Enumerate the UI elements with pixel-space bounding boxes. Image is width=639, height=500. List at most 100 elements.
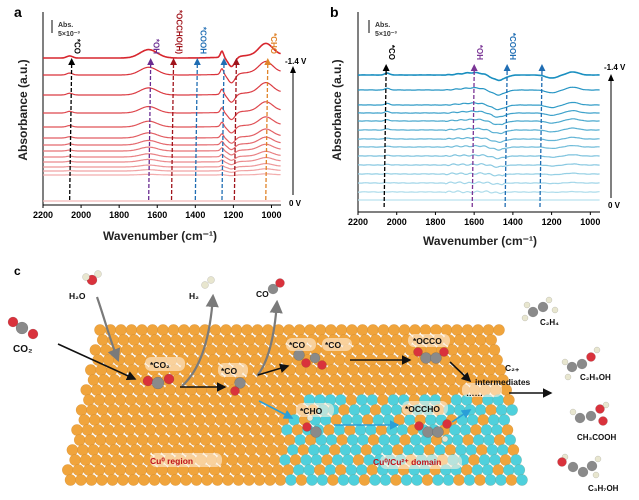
cu0-atom <box>237 454 249 466</box>
cu0-atom <box>394 344 406 356</box>
atom <box>432 426 444 438</box>
cu0-atom <box>276 444 289 456</box>
atom <box>7 316 19 328</box>
cu0-atom <box>381 374 394 386</box>
peak-marker-line <box>194 63 198 201</box>
spectrum-curve-6 <box>43 143 281 156</box>
cu2-atom <box>348 474 360 486</box>
cu2-atom <box>381 444 394 456</box>
cu2-atom <box>308 444 320 456</box>
spectrum-curve-13 <box>358 71 600 82</box>
atom <box>442 419 452 429</box>
cu0-atom <box>186 424 199 436</box>
cu0-atom <box>206 384 219 396</box>
peak-marker-line <box>383 69 387 208</box>
cu0-atom <box>493 434 506 446</box>
cu0-atom <box>149 334 162 346</box>
cu2-atom <box>510 454 522 466</box>
atom <box>602 401 610 409</box>
cu0-atom <box>272 394 284 406</box>
cu0-atom <box>287 374 299 386</box>
cu0-atom <box>335 324 348 336</box>
cu0-atom <box>430 324 442 336</box>
cu0-atom <box>350 374 362 386</box>
cu0-atom <box>271 464 284 476</box>
c2h4-label: C₂H₄ <box>540 318 559 327</box>
cu0-atom <box>352 454 365 466</box>
cu0-atom <box>251 324 264 336</box>
cu0-atom <box>121 454 134 466</box>
x-tick-label: 1000 <box>580 217 600 227</box>
peak-marker-arrowhead <box>220 58 228 65</box>
cu0-atom <box>245 374 257 386</box>
cu0-atom <box>311 384 324 396</box>
spectrum-curve-5 <box>357 154 600 160</box>
cu0-atom <box>216 384 229 396</box>
cu0-atom <box>476 444 488 456</box>
peak-label: *OH <box>152 39 161 54</box>
cu2-atom <box>498 414 511 426</box>
atom <box>317 360 327 370</box>
peak-marker-arrowhead <box>68 58 76 65</box>
cu0-atom <box>193 414 206 426</box>
cu0-atom <box>330 414 343 426</box>
cu0-atom <box>211 474 224 486</box>
cu0-atom <box>170 334 183 346</box>
cu0-atom <box>228 424 241 436</box>
label-highlight <box>145 357 185 371</box>
cu0-atom <box>262 324 274 336</box>
spectrum-curve-3 <box>43 163 281 170</box>
cu0-atom <box>243 474 255 486</box>
co-ads-label: *CO <box>325 340 341 350</box>
cu0-atom <box>82 464 95 476</box>
cu0-atom <box>347 364 360 376</box>
cu0-atom <box>113 424 125 436</box>
cu0-atom <box>212 334 225 346</box>
cu0-atom <box>129 374 142 386</box>
peak-label: *OCCHO(H) <box>175 10 184 54</box>
atom <box>414 421 424 431</box>
cu0-atom <box>88 414 101 426</box>
spectrum-curve-12 <box>43 60 281 84</box>
cu0-atom <box>253 474 266 486</box>
atom <box>592 471 600 479</box>
cu0-atom <box>236 344 249 356</box>
co-gas-molecule-icon <box>267 278 285 295</box>
cu0-atom <box>197 424 209 436</box>
cu0-atom <box>191 334 204 346</box>
cu0-atom <box>352 344 364 356</box>
cu0-atom <box>248 384 261 396</box>
occho-to-c2-arrow <box>451 409 472 423</box>
atom <box>523 301 531 309</box>
cu0-atom <box>96 474 108 486</box>
cu2-atom <box>386 424 398 436</box>
cu2-atom <box>371 444 383 456</box>
cu0-atom <box>462 364 475 376</box>
cu0-atom <box>423 444 436 456</box>
cu0-atom <box>61 464 74 476</box>
peak-marker-line <box>233 63 238 201</box>
x-tick-label: 2000 <box>387 217 407 227</box>
cu0-atom <box>205 344 217 356</box>
cu0-atom <box>392 444 404 456</box>
cu0-atom <box>134 424 146 436</box>
cu0-atom <box>283 434 296 446</box>
cu0-atom <box>336 434 349 446</box>
cu0-atom <box>107 404 119 416</box>
cu0-atom <box>142 344 154 356</box>
cu2-atom <box>483 434 496 446</box>
cu0-atom <box>94 324 106 336</box>
cu0-atom <box>255 444 268 456</box>
cu0-atom <box>87 444 100 456</box>
cu2-atom <box>516 474 528 486</box>
cu2-atom <box>463 474 476 486</box>
cu0-atom <box>136 434 149 446</box>
cu0-atom <box>485 404 497 416</box>
spectrum-curve-2 <box>358 181 600 186</box>
cu2-atom <box>331 454 344 466</box>
cu2-atom <box>339 444 352 456</box>
cu0-atom <box>167 394 179 406</box>
atom <box>163 373 175 385</box>
co-ads-label: *CO <box>289 340 305 350</box>
